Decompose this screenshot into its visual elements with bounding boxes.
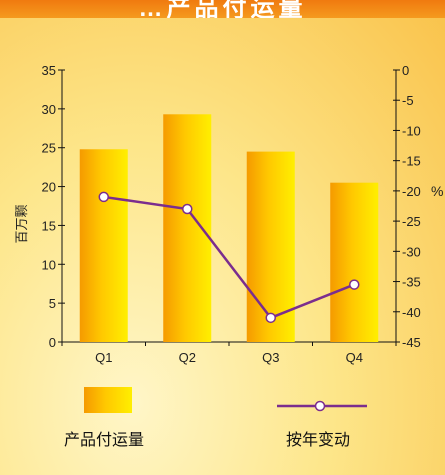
bar-q1: [79, 149, 128, 342]
yoy-line: [103, 195, 355, 320]
legend-bar-swatch: [84, 387, 132, 413]
x-tick-label: Q3: [262, 350, 279, 365]
y-tick-label: 5: [49, 296, 56, 311]
y-tick-label: 30: [42, 102, 56, 117]
y-tick-label: 0: [49, 335, 56, 350]
legend-bar-label: 产品付运量: [64, 430, 144, 449]
bar-q4: [330, 182, 379, 342]
y2-tick-label: -45: [402, 335, 421, 350]
header-title: …产品付运量: [138, 0, 307, 18]
yoy-point-q4: [349, 279, 360, 290]
yoy-point-q1: [98, 191, 109, 203]
bar-q2: [163, 114, 212, 342]
y-axis-title: 百万颗: [14, 204, 29, 243]
x-tick-label: Q1: [95, 350, 112, 365]
y-tick-label: 20: [42, 180, 56, 195]
header-band: …产品付运量: [0, 0, 445, 18]
y-tick-label: 35: [42, 63, 56, 78]
x-tick-label: Q4: [346, 350, 363, 365]
y2-tick-label: -15: [402, 154, 421, 169]
y-tick-label: 10: [42, 257, 56, 272]
y2-tick-label: -10: [402, 123, 421, 138]
y2-tick-label: 0: [402, 63, 409, 78]
legend-line-marker: [314, 400, 326, 412]
yoy-point-q2: [182, 203, 193, 215]
y2-tick-label: -30: [402, 244, 421, 259]
y2-axis-title: %: [431, 183, 443, 199]
y2-tick-label: -25: [402, 214, 421, 229]
y2-tick-label: -20: [402, 184, 421, 199]
y2-tick-label: -40: [402, 305, 421, 320]
y2-tick-label: -5: [402, 93, 414, 108]
y2-tick-label: -35: [402, 275, 421, 290]
legend-line-label: 按年变动: [286, 430, 350, 449]
y-tick-label: 15: [42, 218, 56, 233]
y-tick-label: 25: [42, 141, 56, 156]
x-tick-label: Q2: [179, 350, 196, 365]
yoy-point-q3: [265, 312, 276, 324]
